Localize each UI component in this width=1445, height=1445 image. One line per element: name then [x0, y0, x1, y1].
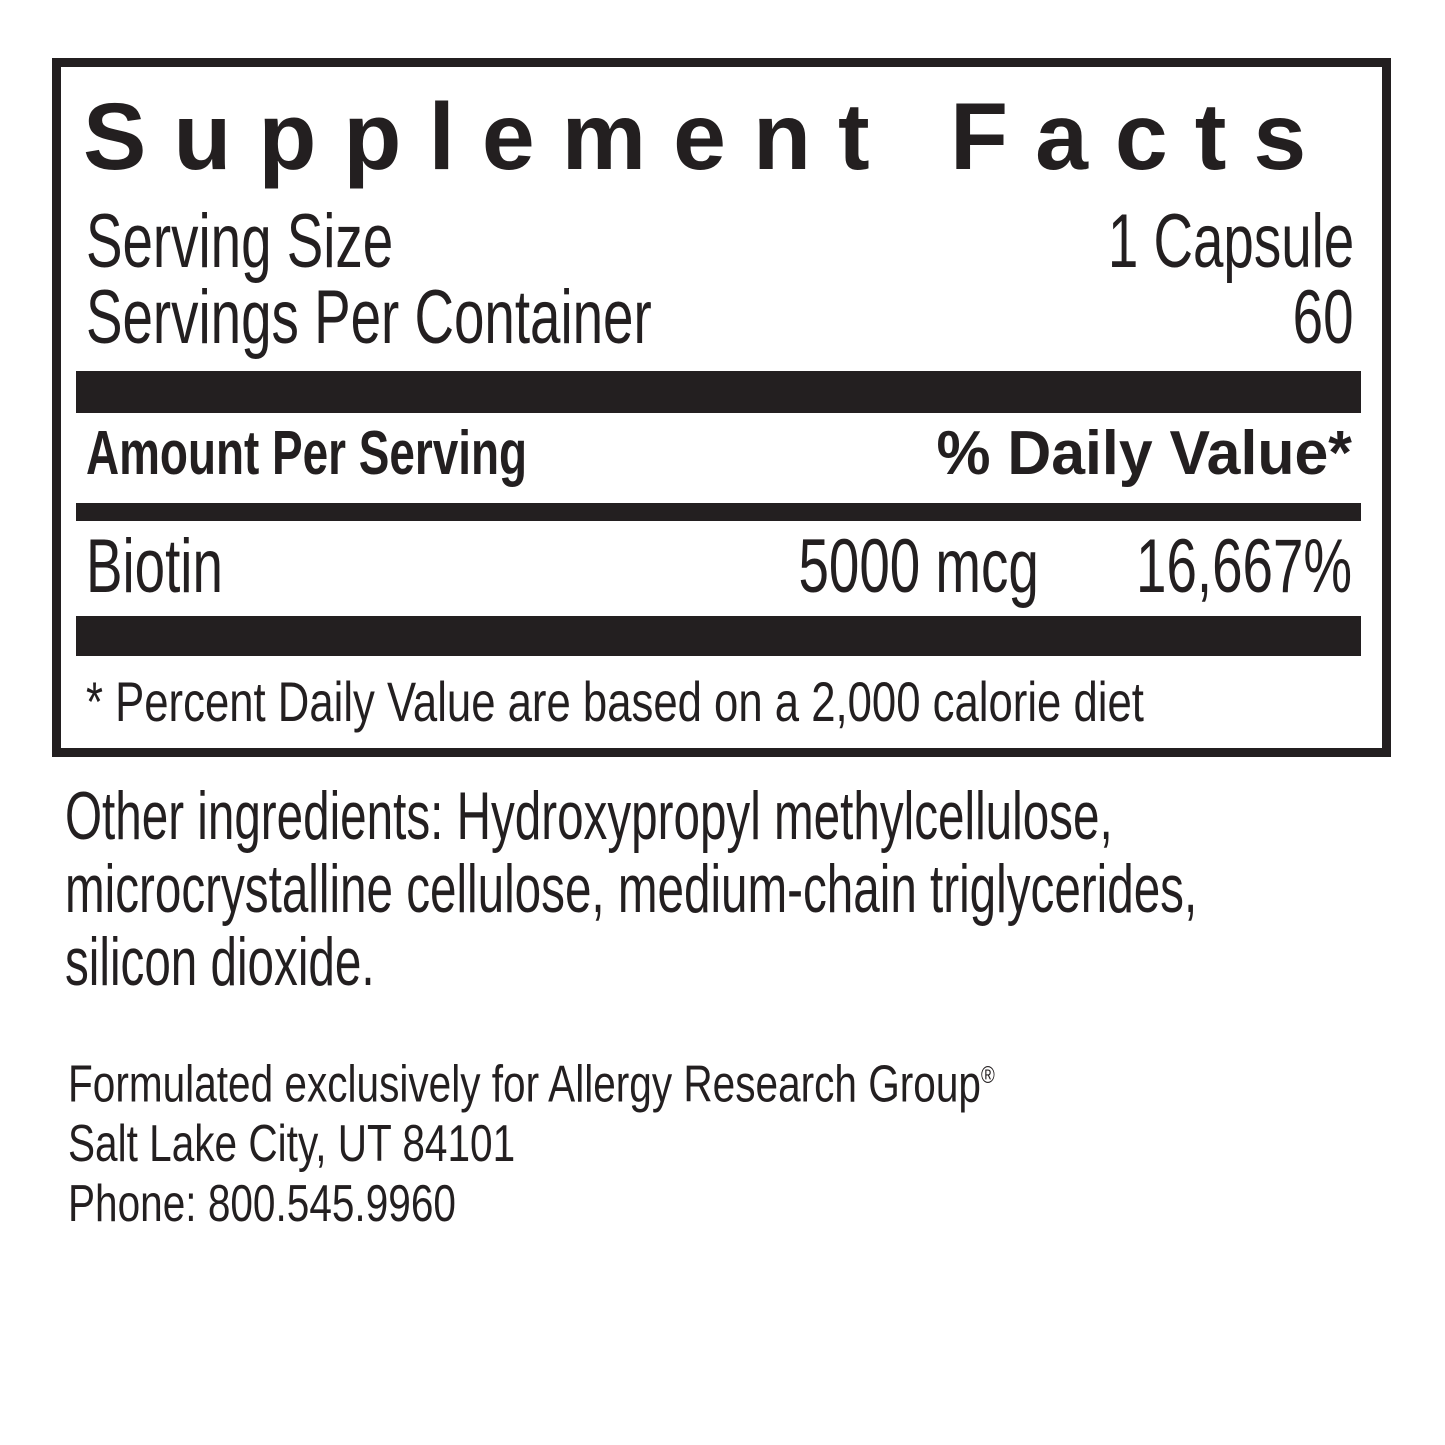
daily-value-header: % Daily Value*: [936, 419, 1352, 488]
other-ingredients-line: Other ingredients: Hydroxypropyl methylc…: [65, 778, 1113, 854]
serving-size-label: Serving Size: [86, 199, 394, 284]
registered-trademark-symbol: ®: [980, 1062, 995, 1089]
other-ingredients-line: microcrystalline cellulose, medium-chain…: [65, 851, 1198, 927]
other-ingredients-line: silicon dioxide.: [65, 924, 375, 1000]
panel-title: Supplement Facts: [83, 84, 1334, 190]
manufacturer-phone: Phone: 800.545.9960: [68, 1175, 456, 1234]
supplement-facts-panel: Supplement Facts Serving Size 1 Capsule …: [52, 58, 1391, 757]
servings-per-container-value: 60: [1293, 275, 1354, 360]
manufacturer-block: Formulated exclusively for Allergy Resea…: [68, 1046, 1256, 1234]
other-ingredients-paragraph: Other ingredients: Hydroxypropyl methylc…: [65, 780, 1445, 999]
divider-bar-thick-top: [76, 371, 1361, 413]
divider-bar-medium: [76, 503, 1361, 521]
servings-per-container-label: Servings Per Container: [86, 275, 652, 360]
nutrient-row-name: Biotin: [86, 524, 223, 609]
serving-size-value: 1 Capsule: [1107, 199, 1354, 284]
formulated-for-text: Formulated exclusively for Allergy Resea…: [68, 1055, 981, 1114]
amount-per-serving-header: Amount Per Serving: [86, 419, 528, 488]
nutrient-row-amount: 5000 mcg: [798, 524, 1039, 609]
divider-bar-thick-bottom: [76, 616, 1361, 656]
daily-value-footnote: * Percent Daily Value are based on a 2,0…: [86, 670, 1144, 733]
manufacturer-address: Salt Lake City, UT 84101: [68, 1115, 516, 1174]
formulated-for-line: Formulated exclusively for Allergy Resea…: [68, 1046, 995, 1114]
nutrient-row-daily-value: 16,667%: [1135, 524, 1352, 609]
